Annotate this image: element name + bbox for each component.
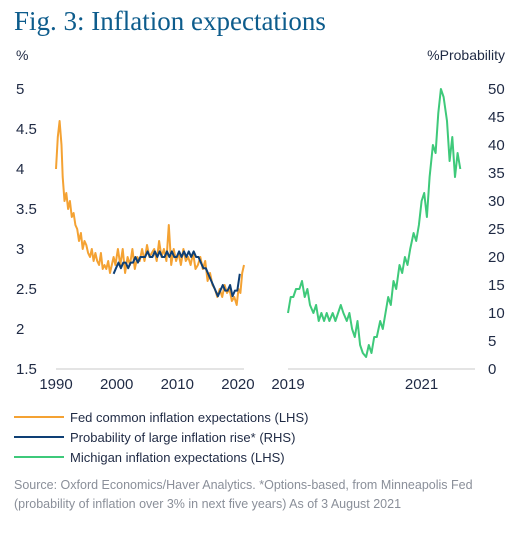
x-axis-panel-1: 1990 2000 2010 2020 xyxy=(39,376,254,393)
left-tick-6: 2 xyxy=(16,321,24,338)
source-note: Source: Oxford Economics/Haver Analytics… xyxy=(14,478,473,511)
legend-swatch-fed xyxy=(14,416,64,418)
x-tick-1-3: 2020 xyxy=(221,376,254,393)
right-tick-2: 40 xyxy=(488,137,505,154)
left-axis-unit: % xyxy=(16,47,28,63)
left-tick-5: 2.5 xyxy=(16,281,37,298)
x-tick-1-0: 1990 xyxy=(39,376,72,393)
legend-label-fed: Fed common inflation expectations (LHS) xyxy=(70,409,309,425)
left-tick-0: 5 xyxy=(16,81,24,98)
legend-label-michigan: Michigan inflation expectations (LHS) xyxy=(70,449,285,465)
left-tick-4: 3 xyxy=(16,241,24,258)
x-tick-2-1: 2021 xyxy=(405,376,438,393)
x-axis-panel-2: 2019 2021 xyxy=(271,376,438,393)
legend-swatch-michigan xyxy=(14,456,64,458)
right-tick-3: 35 xyxy=(488,165,505,182)
left-y-axis: 5 4.5 4 3.5 3 2.5 2 1.5 xyxy=(16,81,37,378)
right-tick-5: 25 xyxy=(488,221,505,238)
right-tick-7: 15 xyxy=(488,277,505,294)
right-tick-1: 45 xyxy=(488,109,505,126)
left-tick-1: 4.5 xyxy=(16,121,37,138)
legend-item-probability: Probability of large inflation rise* (RH… xyxy=(14,427,308,447)
series-layer xyxy=(55,88,462,358)
legend-item-fed: Fed common inflation expectations (LHS) xyxy=(14,407,308,427)
right-tick-9: 5 xyxy=(488,333,496,350)
legend-swatch-probability xyxy=(14,436,64,438)
x-tick-2-0: 2019 xyxy=(271,376,304,393)
right-tick-8: 10 xyxy=(488,305,505,322)
right-tick-4: 30 xyxy=(488,193,505,210)
left-tick-3: 3.5 xyxy=(16,201,37,218)
series-probability-line xyxy=(112,250,241,298)
x-tick-1-1: 2000 xyxy=(100,376,133,393)
left-tick-2: 4 xyxy=(16,161,24,178)
left-tick-7: 1.5 xyxy=(16,361,37,378)
right-axis-unit: %Probability xyxy=(427,47,505,63)
legend-item-michigan: Michigan inflation expectations (LHS) xyxy=(14,447,308,467)
chart-title: Fig. 3: Inflation expectations xyxy=(14,6,326,36)
right-tick-0: 50 xyxy=(488,81,505,98)
right-tick-6: 20 xyxy=(488,249,505,266)
right-tick-10: 0 xyxy=(488,361,496,378)
series-fed-line xyxy=(55,120,245,306)
series-michigan-line xyxy=(287,88,462,358)
x-tick-1-2: 2010 xyxy=(161,376,194,393)
legend: Fed common inflation expectations (LHS) … xyxy=(14,407,308,467)
legend-label-probability: Probability of large inflation rise* (RH… xyxy=(70,429,296,445)
